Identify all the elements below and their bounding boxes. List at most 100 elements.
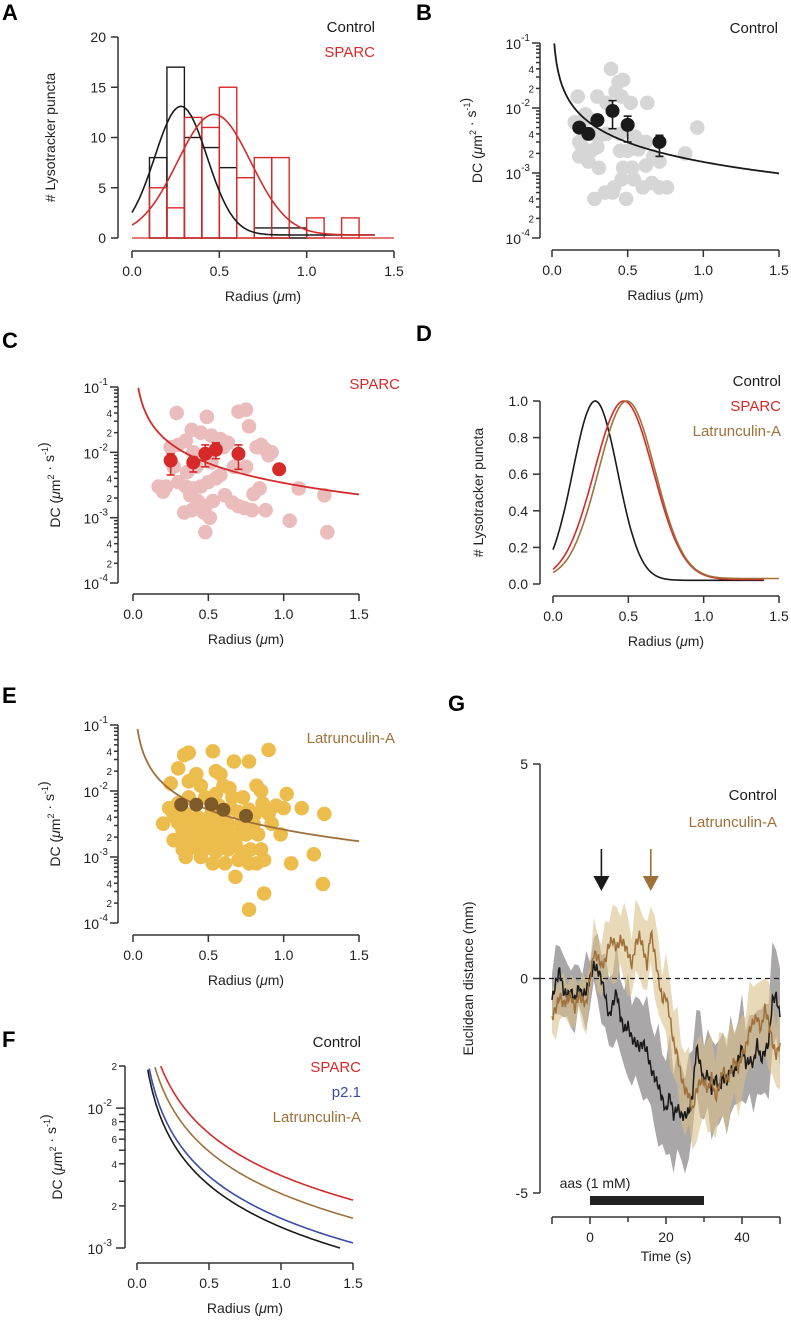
x-tick-label: 1.5 [343, 1275, 363, 1291]
x-tick-label: 1.5 [769, 608, 789, 624]
y-tick-label: 0 [98, 230, 106, 246]
fit-curve-p2.1 [148, 1068, 354, 1244]
scatter-point [590, 139, 605, 155]
scatter-point [208, 844, 224, 860]
y-axis-label: DC (μm2 · s-1) [457, 98, 485, 183]
y-minor-label: 4 [106, 879, 112, 890]
x-tick-label: 0.0 [543, 608, 563, 624]
mean-point [605, 103, 620, 118]
scatter-point [202, 510, 218, 525]
mean-point [186, 455, 201, 470]
scatter-point [315, 876, 331, 892]
mean-point [208, 442, 223, 457]
x-tick-label: 1.0 [297, 263, 317, 279]
scatter-point [252, 481, 267, 496]
scatter-point [630, 142, 646, 157]
x-tick-label: 0.5 [619, 608, 639, 624]
stimulus-label: aas (1 mM) [560, 1175, 631, 1191]
sem-band-latrunculin-a [552, 899, 780, 1150]
legend-entry: Control [733, 373, 781, 390]
histogram-bar-control [271, 227, 290, 239]
legend-entry: SPARC [310, 1059, 361, 1076]
scatter-point [282, 513, 297, 528]
stimulus-bar [590, 1196, 704, 1205]
scatter-point [181, 774, 197, 789]
y-tick-label: 0.8 [509, 430, 529, 446]
y-tick-label: 0.6 [509, 466, 529, 482]
mean-point [216, 802, 231, 817]
y-minor-label: 2 [528, 84, 534, 95]
x-axis-label: Radius (μm) [628, 633, 704, 649]
scatter-point [170, 437, 186, 453]
x-tick-label: 1.5 [349, 606, 369, 622]
scatter-point [591, 160, 607, 176]
scatter-point [689, 120, 705, 135]
scatter-point [217, 856, 233, 871]
y-tick-label: 10-3 [88, 1238, 113, 1257]
fit-curve-sparc [160, 1065, 354, 1201]
scatter-point [608, 84, 623, 99]
x-tick-label: 1.0 [694, 608, 714, 624]
scatter-point [169, 405, 184, 421]
panel-label-c: C [2, 328, 18, 353]
panel-label-e: E [2, 683, 17, 708]
scatter-point [155, 484, 171, 499]
scatter-point [603, 61, 619, 77]
scatter-point [241, 902, 257, 917]
scatter-point [205, 856, 221, 871]
histogram-bar-sparc [271, 156, 290, 239]
legend-entry: Control [729, 787, 777, 804]
mean-point [198, 446, 213, 461]
y-axis-label: DC (μm2 · s-1) [37, 1114, 65, 1199]
panel-label-b: B [416, 0, 432, 25]
scatter-point [228, 869, 243, 885]
x-tick-label: 1.0 [274, 947, 294, 963]
y-minor-label: 8 [111, 1118, 117, 1129]
panel-g: 5 0 -5 Euclidean distance (mm) 0 20 40 Time (s)… [460, 756, 781, 1264]
legend-entry: SPARC [324, 44, 375, 61]
mean-point [204, 797, 219, 812]
x-tick-label: 0.5 [199, 606, 219, 622]
x-tick-label: 0.5 [199, 1275, 219, 1291]
y-minor-label: 4 [106, 540, 112, 551]
scatter-point [176, 505, 192, 520]
scatter-point [618, 191, 634, 207]
histogram-bar-sparc [148, 187, 168, 239]
x-tick-label: 0.5 [618, 262, 638, 278]
y-axis-label: # Lysotracker puncta [470, 428, 486, 558]
scatter-point [283, 856, 299, 871]
scatter-point [317, 806, 332, 822]
y-minor-label: 2 [111, 1202, 117, 1213]
x-tick-label: 1.5 [384, 263, 404, 279]
x-tick-label: 0.5 [210, 263, 230, 279]
scatter-point [243, 842, 258, 857]
x-tick-label: 0.0 [542, 262, 562, 278]
scatter-point [238, 459, 254, 475]
scatter-point [317, 487, 332, 503]
y-minor-label: 4 [106, 747, 112, 758]
scatter-point [213, 766, 228, 782]
scatter-point [250, 827, 266, 842]
scatter-point [273, 827, 288, 842]
x-tick-label: 1.5 [769, 262, 789, 278]
y-tick-label: 10-2 [84, 781, 109, 800]
legend-entry: p2.1 [332, 1084, 361, 1101]
fit-curve-latrunculin-a [154, 1066, 354, 1219]
y-minor-label: 2 [528, 149, 534, 160]
legend-entry: Control [327, 19, 375, 36]
scatter-point [226, 754, 242, 769]
scatter-point [249, 856, 264, 871]
y-minor-label: 4 [106, 474, 112, 485]
scatter-point [244, 502, 260, 518]
x-tick-label: 0.0 [123, 947, 143, 963]
fit-curve-control [131, 105, 375, 236]
panel-b: 10-4 2 4 10-3 2 4 10-2 2 4 10-1 DC (μm2 · s-1) 0.0 0… [457, 20, 789, 303]
mean-point [231, 446, 246, 461]
panel-c: 10-4 2 4 10-3 2 4 10-2 2 4 10-1 DC (μm2 · s-1) 0.0 0… [35, 376, 400, 647]
y-minor-label: 4 [528, 195, 534, 206]
scatter-point [276, 800, 291, 816]
scatter-point [178, 849, 194, 865]
x-tick-label: 1.5 [349, 947, 369, 963]
scatter-point [264, 445, 279, 460]
